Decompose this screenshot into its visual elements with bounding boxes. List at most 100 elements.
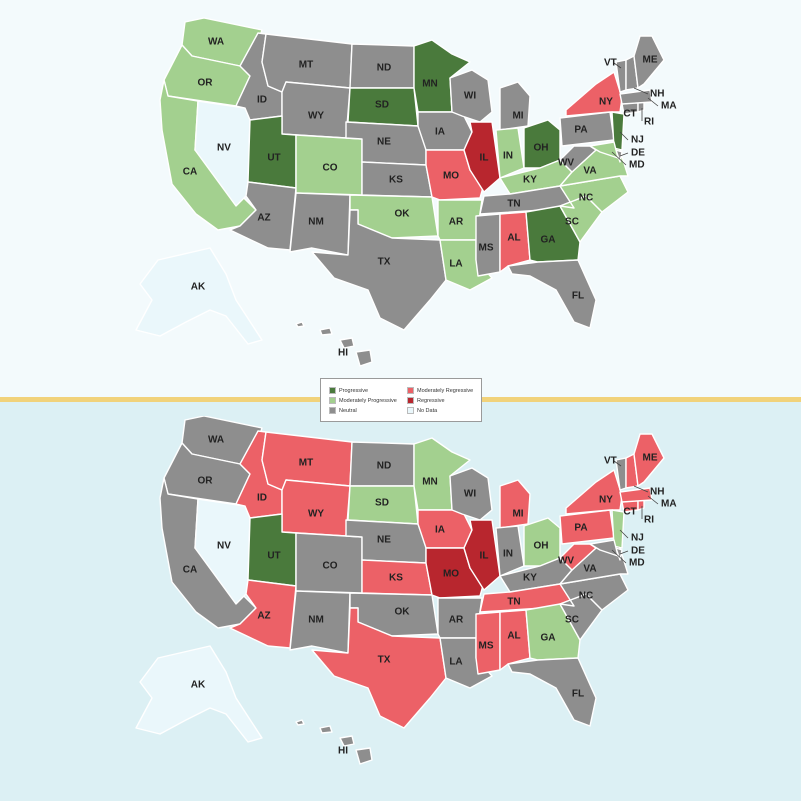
state-ak bbox=[135, 247, 263, 345]
leader-line-vt bbox=[613, 62, 622, 69]
legend-swatch bbox=[329, 397, 336, 404]
state-label-il: IL bbox=[480, 153, 489, 164]
state-label-ok: OK bbox=[395, 209, 411, 220]
state-label-al: AL bbox=[507, 631, 520, 642]
state-label-ny: NY bbox=[599, 495, 613, 506]
state-label-ms: MS bbox=[479, 641, 494, 652]
state-label-ak: AK bbox=[191, 680, 206, 691]
state-label-in: IN bbox=[503, 151, 513, 162]
state-label-ne: NE bbox=[377, 535, 391, 546]
state-label-nj: NJ bbox=[631, 135, 644, 146]
state-il bbox=[463, 519, 501, 591]
state-label-nh: NH bbox=[650, 89, 664, 100]
state-label-hi: HI bbox=[338, 348, 348, 359]
state-label-mt: MT bbox=[299, 60, 313, 71]
leader-line-de bbox=[619, 550, 629, 555]
state-label-wa: WA bbox=[208, 435, 224, 446]
state-nm bbox=[289, 590, 351, 654]
state-label-tx: TX bbox=[378, 655, 391, 666]
state-ms bbox=[475, 611, 501, 675]
leader-line-vt bbox=[613, 460, 622, 467]
leader-line-nh bbox=[633, 485, 649, 493]
top-us-map: WA OR CA NV ID MT WY UT AZ CO NM ND SD NE KS OK TX MN IA MO… bbox=[135, 17, 677, 367]
state-label-de: DE bbox=[631, 546, 645, 557]
state-ma bbox=[619, 89, 653, 105]
state-ny bbox=[565, 469, 623, 515]
state-label-nd: ND bbox=[377, 461, 391, 472]
map-legend: Progressive Moderately Regressive Modera… bbox=[320, 378, 482, 422]
state-al bbox=[499, 609, 531, 671]
state-nj bbox=[611, 509, 625, 549]
state-label-ms: MS bbox=[479, 243, 494, 254]
state-label-fl: FL bbox=[572, 689, 584, 700]
state-label-ia: IA bbox=[435, 127, 445, 138]
state-label-nh: NH bbox=[650, 487, 664, 498]
legend-item-no-data: No Data bbox=[407, 407, 437, 414]
state-label-ga: GA bbox=[541, 235, 556, 246]
state-label-hi: HI bbox=[338, 746, 348, 757]
legend-swatch bbox=[407, 397, 414, 404]
legend-label: Neutral bbox=[339, 407, 357, 414]
bottom-us-map: WA OR CA NV ID MT WY UT AZ CO NM ND SD NE KS OK TX MN IA MO… bbox=[135, 416, 677, 765]
state-label-nm: NM bbox=[308, 615, 324, 626]
legend-item-regressive: Regressive bbox=[407, 397, 445, 404]
state-tx bbox=[311, 607, 447, 729]
state-label-ut: UT bbox=[267, 153, 280, 164]
state-label-vt: VT bbox=[604, 456, 617, 467]
state-al bbox=[499, 211, 531, 273]
state-label-sd: SD bbox=[375, 498, 389, 509]
state-label-wv: WV bbox=[558, 158, 574, 169]
state-label-va: VA bbox=[583, 166, 596, 177]
state-label-ny: NY bbox=[599, 97, 613, 108]
state-nm bbox=[289, 192, 351, 256]
state-mi bbox=[499, 479, 531, 529]
leader-line-de bbox=[619, 152, 629, 157]
state-label-nv: NV bbox=[217, 143, 231, 154]
state-label-ca: CA bbox=[183, 167, 197, 178]
state-wi bbox=[449, 69, 493, 123]
state-label-fl: FL bbox=[572, 291, 584, 302]
state-label-ri: RI bbox=[644, 117, 654, 128]
state-label-mo: MO bbox=[443, 569, 459, 580]
state-label-or: OR bbox=[198, 476, 214, 487]
state-label-co: CO bbox=[323, 163, 338, 174]
state-label-oh: OH bbox=[534, 541, 549, 552]
state-label-vt: VT bbox=[604, 58, 617, 69]
state-mi bbox=[499, 81, 531, 131]
state-ak bbox=[135, 645, 263, 743]
state-label-ut: UT bbox=[267, 551, 280, 562]
state-ms bbox=[475, 213, 501, 277]
state-label-wi: WI bbox=[464, 489, 476, 500]
legend-item-moderately-regressive: Moderately Regressive bbox=[407, 387, 473, 394]
state-label-id: ID bbox=[257, 95, 267, 106]
legend-item-neutral: Neutral bbox=[329, 407, 357, 414]
state-label-sc: SC bbox=[565, 217, 579, 228]
state-label-ct: CT bbox=[623, 507, 636, 518]
state-label-ks: KS bbox=[389, 573, 403, 584]
state-label-co: CO bbox=[323, 561, 338, 572]
legend-swatch bbox=[329, 407, 336, 414]
state-label-ca: CA bbox=[183, 565, 197, 576]
state-nj bbox=[611, 111, 625, 151]
state-label-la: LA bbox=[449, 259, 462, 270]
state-label-pa: PA bbox=[574, 125, 587, 136]
leader-line-nj bbox=[619, 131, 629, 141]
legend-swatch bbox=[407, 387, 414, 394]
leader-line-ma bbox=[647, 97, 659, 107]
legend-item-progressive: Progressive bbox=[329, 387, 368, 394]
state-label-me: ME bbox=[643, 55, 658, 66]
state-wi bbox=[449, 467, 493, 521]
state-label-ga: GA bbox=[541, 633, 556, 644]
state-label-il: IL bbox=[480, 551, 489, 562]
state-label-nd: ND bbox=[377, 63, 391, 74]
state-label-ar: AR bbox=[449, 615, 464, 626]
state-label-ma: MA bbox=[661, 499, 677, 510]
state-label-ri: RI bbox=[644, 515, 654, 526]
state-label-md: MD bbox=[629, 558, 645, 569]
state-label-az: AZ bbox=[257, 213, 270, 224]
state-label-wa: WA bbox=[208, 37, 224, 48]
state-label-pa: PA bbox=[574, 523, 587, 534]
legend-label: No Data bbox=[417, 407, 438, 414]
state-label-nc: NC bbox=[579, 591, 593, 602]
legend-item-moderately-progressive: Moderately Progressive bbox=[329, 397, 397, 404]
